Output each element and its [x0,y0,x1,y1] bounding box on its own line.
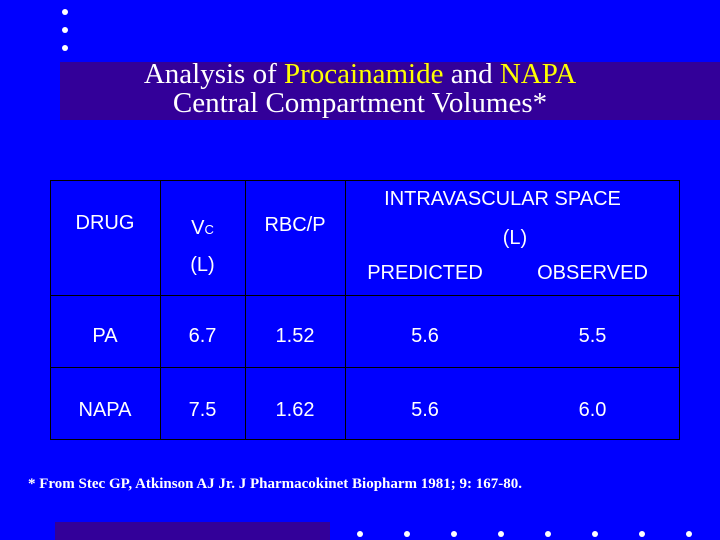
header-intravascular: INTRAVASCULAR SPACE [384,188,621,210]
bullet-dot-icon [357,531,363,537]
row-napa-predicted: 5.6 [411,399,439,421]
bottom-bar [55,522,330,540]
title-line-1: Analysis of Procainamide and NAPA [60,60,660,89]
bullet-dot-icon [498,531,504,537]
row-napa-rbcp: 1.62 [275,399,315,421]
title-text: and [443,58,500,90]
header-vc: VC [160,217,245,241]
bullet-dot-icon [592,531,598,537]
bullet-dot-icon [62,9,68,15]
table-divider [345,180,346,440]
table-divider [50,295,680,296]
title-bar [60,62,720,120]
row-napa-observed: 6.0 [578,399,607,421]
row-pa-vc: 6.7 [188,325,217,347]
page-title: Analysis of Procainamide and NAPA Centra… [60,60,660,118]
header-vc-subscript: C [204,222,214,237]
header-vc-main: V [191,217,205,239]
bullet-dot-icon [451,531,457,537]
row-pa-observed: 5.5 [578,325,607,347]
bullet-dot-icon [545,531,551,537]
row-napa-vc: 7.5 [188,399,217,421]
row-pa-predicted: 5.6 [411,325,439,347]
header-observed: OBSERVED [537,262,648,284]
data-table [50,180,680,440]
header-intravascular-unit: (L) [502,227,528,249]
title-line-2: Central Compartment Volumes* [172,87,548,119]
bullet-dot-icon [639,531,645,537]
table-divider [245,180,246,440]
title-highlight-napa: NAPA [499,58,577,90]
header-predicted: PREDICTED [367,262,483,284]
title-text: Analysis of [143,58,285,90]
title-highlight-procainamide: Procainamide [284,58,444,90]
row-pa-drug: PA [92,325,118,347]
header-rbcp: RBC/P [264,214,326,236]
row-napa-drug: NAPA [78,399,132,421]
bullet-dot-icon [686,531,692,537]
bullet-dot-icon [404,531,410,537]
row-pa-rbcp: 1.52 [275,325,315,347]
bullet-dot-icon [62,27,68,33]
table-divider [160,180,161,440]
bullet-dot-icon [62,45,68,51]
table-divider [50,367,680,368]
header-vc-unit: (L) [190,254,215,276]
header-drug: DRUG [75,212,135,234]
footnote-citation: * From Stec GP, Atkinson AJ Jr. J Pharma… [28,476,523,492]
